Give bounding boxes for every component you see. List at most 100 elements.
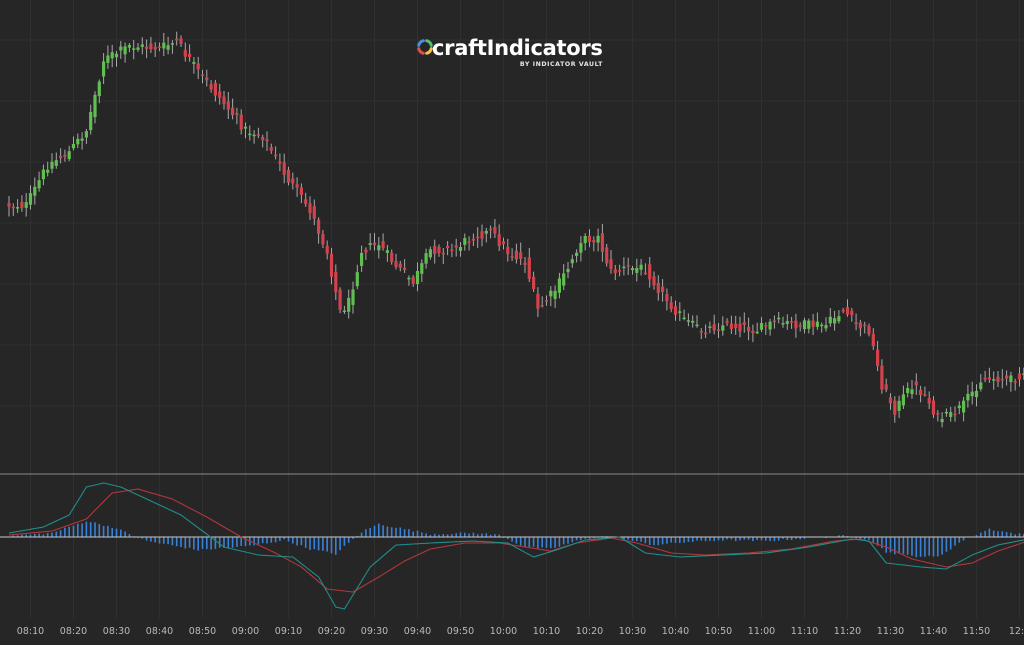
candle-down bbox=[269, 147, 273, 151]
candle-down bbox=[506, 246, 510, 255]
candle-up bbox=[686, 320, 690, 322]
candle-down bbox=[764, 325, 768, 327]
candle-down bbox=[450, 249, 454, 252]
candle-down bbox=[20, 201, 24, 208]
candle-down bbox=[196, 63, 200, 70]
candle-up bbox=[110, 52, 114, 59]
candle-up bbox=[428, 249, 432, 258]
candle-down bbox=[1013, 381, 1017, 383]
candle-up bbox=[910, 389, 914, 395]
candle-up bbox=[192, 61, 196, 64]
candle-down bbox=[953, 413, 957, 416]
candle-down bbox=[291, 178, 295, 184]
candle-up bbox=[622, 266, 626, 269]
candle-down bbox=[274, 154, 278, 157]
candle-down bbox=[209, 84, 213, 90]
candle-down bbox=[175, 38, 179, 41]
candle-up bbox=[424, 253, 428, 264]
candle-down bbox=[441, 252, 445, 255]
candle-down bbox=[811, 320, 815, 327]
time-tick-label: 10:50 bbox=[705, 626, 732, 637]
time-tick-label: 10:20 bbox=[576, 626, 603, 637]
candle-up bbox=[76, 138, 80, 145]
candle-up bbox=[1022, 373, 1024, 375]
candle-up bbox=[768, 321, 772, 330]
time-tick-label: 11:50 bbox=[963, 626, 990, 637]
candle-up bbox=[106, 55, 110, 63]
candle-down bbox=[725, 320, 729, 323]
candle-down bbox=[854, 322, 858, 325]
candle-up bbox=[347, 298, 351, 312]
candle-down bbox=[704, 332, 708, 335]
macd-histogram bbox=[8, 521, 1024, 558]
candle-down bbox=[497, 234, 501, 246]
candle-down bbox=[200, 74, 205, 76]
candle-down bbox=[239, 114, 243, 130]
candle-down bbox=[235, 113, 239, 115]
candle-up bbox=[635, 267, 639, 273]
candle-up bbox=[833, 318, 837, 324]
candle-down bbox=[226, 101, 230, 110]
candle-down bbox=[411, 277, 415, 284]
candle-down bbox=[7, 203, 11, 207]
time-tick-label: 09:10 bbox=[275, 626, 302, 637]
candle-up bbox=[248, 133, 252, 136]
candle-up bbox=[974, 390, 979, 398]
time-tick-label: 09:50 bbox=[447, 626, 474, 637]
candle-down bbox=[501, 241, 506, 245]
candle-down bbox=[790, 321, 794, 323]
candle-down bbox=[338, 289, 342, 310]
candle-down bbox=[489, 228, 493, 231]
candle-down bbox=[188, 53, 192, 58]
candle-down bbox=[514, 250, 518, 260]
candle-down bbox=[983, 377, 987, 380]
candle-up bbox=[815, 321, 819, 327]
candle-down bbox=[334, 272, 338, 293]
candle-down bbox=[544, 300, 549, 302]
time-tick-label: 09:20 bbox=[318, 626, 345, 637]
candle-down bbox=[652, 276, 656, 286]
candle-down bbox=[673, 306, 678, 315]
candle-up bbox=[553, 290, 557, 299]
candle-down bbox=[157, 46, 162, 48]
candle-up bbox=[136, 47, 140, 50]
candle-down bbox=[927, 398, 931, 404]
candle-up bbox=[243, 126, 248, 129]
candle-up bbox=[940, 418, 944, 423]
candle-down bbox=[286, 169, 291, 183]
time-tick-label: 11:10 bbox=[791, 626, 818, 637]
candle-up bbox=[33, 186, 37, 196]
candle-down bbox=[734, 323, 738, 329]
candle-down bbox=[772, 320, 776, 323]
candle-up bbox=[691, 320, 695, 323]
candle-down bbox=[841, 309, 845, 312]
candle-up bbox=[41, 169, 45, 180]
candle-down bbox=[381, 241, 385, 249]
candle-down bbox=[923, 394, 927, 396]
candle-up bbox=[342, 310, 346, 313]
candle-up bbox=[67, 151, 71, 160]
candle-down bbox=[888, 397, 893, 404]
time-tick-label: 11:00 bbox=[748, 626, 775, 637]
logo-ring-segment bbox=[425, 39, 433, 47]
time-tick-label: 08:10 bbox=[17, 626, 44, 637]
candle-down bbox=[261, 136, 265, 141]
candle-down bbox=[626, 265, 630, 267]
candle-down bbox=[931, 400, 936, 415]
candle-down bbox=[919, 389, 923, 396]
candle-up bbox=[166, 45, 170, 50]
candle-down bbox=[613, 269, 617, 274]
candle-up bbox=[570, 259, 574, 264]
candle-down bbox=[153, 46, 157, 50]
candle-down bbox=[454, 245, 458, 248]
candle-down bbox=[282, 162, 286, 175]
candle-down bbox=[231, 107, 235, 116]
time-tick-label: 10:40 bbox=[662, 626, 689, 637]
candle-up bbox=[162, 42, 166, 49]
candle-up bbox=[579, 243, 583, 253]
candle-up bbox=[415, 270, 420, 284]
candle-down bbox=[1017, 373, 1022, 380]
candle-down bbox=[747, 326, 751, 332]
